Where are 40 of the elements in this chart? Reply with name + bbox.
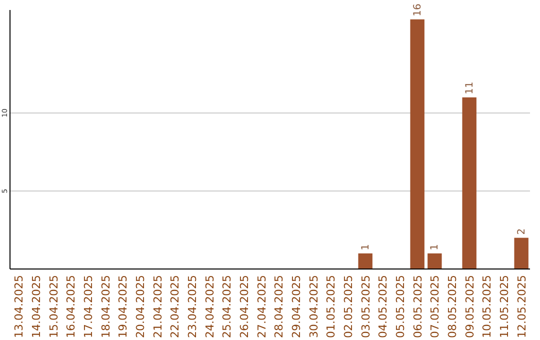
x-tick-label: 07.05.2025 — [428, 275, 442, 338]
bar — [462, 97, 476, 269]
x-tick-label: 24.04.2025 — [203, 275, 216, 338]
x-tick-label: 19.04.2025 — [116, 275, 130, 338]
x-tick-label: 20.04.2025 — [134, 275, 147, 338]
x-tick-label: 09.05.2025 — [463, 275, 476, 338]
x-tick-label: 25.04.2025 — [220, 275, 234, 338]
x-tick-label: 23.04.2025 — [186, 275, 199, 338]
x-tick-label: 22.04.2025 — [168, 275, 182, 338]
x-tick-label: 21.04.2025 — [151, 275, 164, 338]
bar — [410, 19, 424, 269]
x-tick-label: 10.05.2025 — [480, 275, 494, 338]
x-tick-label: 28.04.2025 — [272, 275, 286, 338]
x-tick-label: 17.04.2025 — [82, 275, 95, 338]
data-label: 11 — [464, 82, 476, 94]
x-tick-label: 30.04.2025 — [307, 275, 320, 338]
x-tick-label: 06.05.2025 — [411, 275, 424, 338]
x-tick-label: 11.05.2025 — [498, 275, 511, 338]
x-tick-label: 03.05.2025 — [359, 275, 372, 338]
bar — [428, 253, 442, 269]
x-tick-label: 27.04.2025 — [255, 275, 268, 338]
x-tick-label: 04.05.2025 — [376, 275, 390, 338]
x-tick-label: 16.04.2025 — [64, 275, 78, 338]
data-label: 1 — [360, 244, 372, 250]
x-tick-label: 12.05.2025 — [515, 275, 528, 338]
x-tick-label: 02.05.2025 — [342, 275, 355, 338]
bar — [514, 238, 528, 269]
x-tick-label: 29.04.2025 — [290, 275, 303, 338]
data-label: 2 — [516, 228, 528, 235]
data-label: 1 — [430, 244, 441, 250]
x-tick-label: 08.05.2025 — [446, 275, 459, 338]
bar — [358, 253, 372, 269]
x-tick-label: 13.04.2025 — [12, 275, 26, 338]
x-tick-label: 05.05.2025 — [394, 275, 407, 338]
x-tick-label: 14.04.2025 — [30, 275, 43, 338]
data-label: 16 — [412, 4, 424, 16]
x-tick-label: 01.05.2025 — [324, 275, 338, 338]
x-tick-label: 26.04.2025 — [238, 275, 251, 338]
x-tick-label: 18.04.2025 — [99, 275, 112, 338]
x-tick-label: 15.04.2025 — [47, 275, 60, 338]
